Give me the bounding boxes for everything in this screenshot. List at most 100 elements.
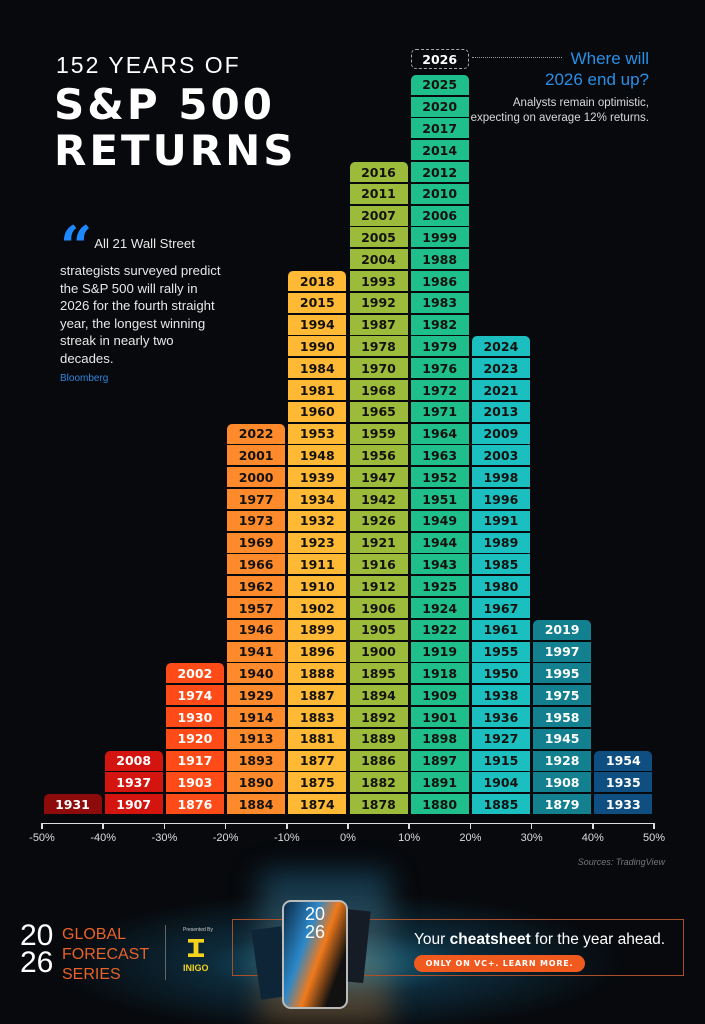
year-cell: 2011 [349, 183, 408, 204]
year-cell: 1985 [471, 554, 530, 575]
year-cell: 1971 [410, 401, 469, 422]
projected-year-cell: 2026 [410, 49, 469, 69]
year-cell: 1881 [288, 728, 347, 749]
year-cell: 1874 [288, 794, 347, 815]
callout-text: Analysts remain optimistic, expecting on… [470, 97, 649, 124]
year-cell: 1931 [43, 794, 102, 815]
x-tick-label: -20% [212, 832, 239, 844]
year-cell: 1995 [533, 663, 592, 684]
callout-heading: Where will 2026 end up? [545, 49, 649, 89]
x-tick-label: -50% [29, 832, 55, 844]
year-cell: 1891 [410, 772, 469, 793]
year-cell: 1952 [410, 467, 469, 488]
cta-box[interactable] [232, 919, 684, 976]
year-cell: 1957 [227, 598, 286, 618]
x-tick [592, 823, 594, 829]
year-cell: 1944 [410, 532, 469, 553]
year-cell: 2005 [349, 227, 408, 248]
year-cell: 1916 [349, 554, 408, 575]
year-cell: 1962 [227, 576, 286, 597]
year-cell: 2025 [410, 74, 469, 95]
learn-more-button[interactable]: ONLY ON VC+. LEARN MORE. [414, 955, 585, 972]
year-cell: 1904 [471, 772, 530, 793]
year-cell: 1892 [349, 707, 408, 727]
year-cell: 2015 [288, 292, 347, 313]
year-cell: 1948 [288, 445, 347, 466]
year-cell: 1961 [471, 619, 530, 640]
year-cell: 1893 [227, 750, 286, 771]
year-cell: 1925 [410, 576, 469, 597]
year-cell: 1977 [227, 489, 286, 509]
year-cell: 1887 [288, 685, 347, 706]
year-cell: 1940 [227, 663, 286, 684]
year-cell: 1986 [410, 271, 469, 291]
year-cell: 1933 [594, 794, 653, 815]
x-tick-label: -30% [151, 832, 178, 844]
year-cell: 1951 [410, 489, 469, 509]
year-cell: 1982 [410, 314, 469, 335]
quote-block: “All 21 Wall Street strategists surveyed… [60, 219, 225, 368]
year-cell: 2023 [471, 358, 530, 379]
x-tick [653, 823, 655, 829]
x-tick-label: -10% [273, 832, 300, 844]
x-tick-label: 10% [398, 832, 421, 844]
year-cell: 2008 [104, 750, 163, 771]
year-cell: 1983 [410, 292, 469, 313]
year-cell: 2018 [288, 271, 347, 291]
year-cell: 1908 [533, 772, 592, 793]
year-cell: 1973 [227, 510, 286, 531]
year-cell: 2012 [410, 162, 469, 182]
year-cell: 1926 [349, 510, 408, 531]
year-cell: 1947 [349, 467, 408, 488]
year-cell: 1999 [410, 227, 469, 248]
year-cell: 1967 [471, 598, 530, 618]
sources-note: Sources: TradingView [577, 857, 665, 867]
year-cell: 1924 [410, 598, 469, 618]
year-cell: 1969 [227, 532, 286, 553]
year-cell: 1991 [471, 510, 530, 531]
year-cell: 2007 [349, 205, 408, 226]
year-cell: 1883 [288, 707, 347, 727]
returns-histogram: 1931 2008 1937 1907 2002 1974 1930 1920 1917 1903… [29, 49, 665, 844]
year-cell: 1922 [410, 619, 469, 640]
title-line-3: RETURNS [54, 126, 297, 175]
year-cell: 1918 [410, 663, 469, 684]
year-cell: 2019 [533, 619, 592, 640]
year-cell: 1974 [165, 685, 224, 706]
year-cell: 1987 [349, 314, 408, 335]
year-cell: 1901 [410, 707, 469, 727]
year-cell: 1966 [227, 554, 286, 575]
x-tick [530, 823, 533, 829]
year-cell: 1984 [288, 358, 347, 379]
year-cell: 2000 [227, 467, 286, 488]
year-cell: 1990 [288, 336, 347, 357]
year-cell: 1905 [349, 619, 408, 640]
year-cell: 1945 [533, 728, 592, 749]
year-cell: 1937 [104, 772, 163, 793]
year-cell: 2022 [227, 423, 286, 444]
year-cell: 1958 [533, 707, 592, 727]
year-cell: 1879 [533, 794, 592, 815]
year-cell: 2024 [471, 336, 530, 357]
year-cell: 1934 [288, 489, 347, 509]
year-cell: 1876 [165, 794, 224, 815]
year-cell: 1878 [349, 794, 408, 815]
year-cell: 1972 [410, 380, 469, 400]
year-cell: 1912 [349, 576, 408, 597]
year-cell: 1943 [410, 554, 469, 575]
year-cell: 1923 [288, 532, 347, 553]
year-cell: 1992 [349, 292, 408, 313]
title-line-1: 152 YEARS OF [56, 52, 241, 78]
year-cell: 1965 [349, 401, 408, 422]
year-cell: 1936 [471, 707, 530, 727]
year-cell: 1913 [227, 728, 286, 749]
year-cell: 1902 [288, 598, 347, 618]
year-cell: 2020 [410, 96, 469, 117]
year-cell: 1949 [410, 510, 469, 531]
year-cell: 1906 [349, 598, 408, 618]
year-cell: 1917 [165, 750, 224, 771]
x-tick-label: -40% [90, 832, 117, 844]
year-cell: 1929 [227, 685, 286, 706]
year-cell: 1968 [349, 380, 408, 400]
year-cell: 1989 [471, 532, 530, 553]
